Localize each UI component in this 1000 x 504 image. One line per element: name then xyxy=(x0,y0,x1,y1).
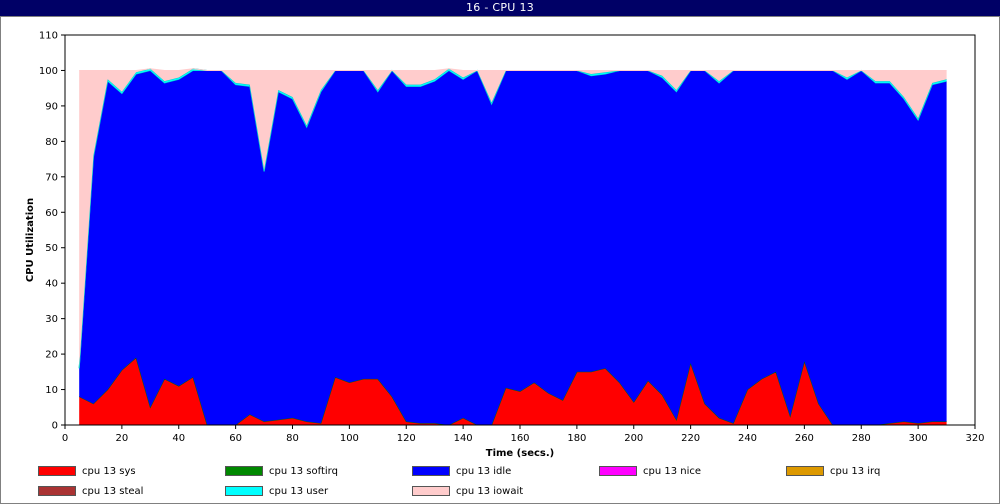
legend-label: cpu 13 user xyxy=(269,486,329,497)
legend-item: cpu 13 sys xyxy=(38,466,136,478)
y-tick-label: 70 xyxy=(45,172,58,183)
legend-label: cpu 13 steal xyxy=(82,486,144,497)
legend-label: cpu 13 iowait xyxy=(456,486,524,497)
legend-swatch xyxy=(38,466,76,476)
x-tick-label: 100 xyxy=(340,433,359,444)
x-tick-label: 160 xyxy=(510,433,529,444)
y-tick-label: 20 xyxy=(45,350,58,361)
legend-item: cpu 13 irq xyxy=(786,466,880,478)
x-tick-label: 120 xyxy=(397,433,416,444)
y-tick-label: 90 xyxy=(45,101,58,112)
x-tick-label: 280 xyxy=(852,433,871,444)
y-tick-label: 10 xyxy=(45,385,58,396)
x-axis-label: Time (secs.) xyxy=(486,448,555,459)
legend-item: cpu 13 softirq xyxy=(225,466,338,478)
legend-label: cpu 13 idle xyxy=(456,466,512,477)
y-tick-label: 100 xyxy=(39,66,58,77)
legend-swatch xyxy=(225,466,263,476)
legend-label: cpu 13 nice xyxy=(643,466,702,477)
x-tick-label: 0 xyxy=(62,433,68,444)
y-tick-label: 80 xyxy=(45,137,58,148)
legend-swatch xyxy=(412,466,450,476)
legend-label: cpu 13 irq xyxy=(830,466,881,477)
legend-swatch xyxy=(38,486,76,496)
plot-border xyxy=(64,34,976,426)
series-area-2 xyxy=(79,70,947,425)
y-tick-label: 40 xyxy=(45,279,58,290)
x-tick-label: 20 xyxy=(116,433,129,444)
legend-item: cpu 13 steal xyxy=(38,486,143,498)
axis-layer: 0 10 20 30 40 50 60 70 80 90 100 110 0 20 40 60 80 100 120… xyxy=(39,31,985,445)
legend-item: cpu 13 idle xyxy=(412,466,511,478)
window-title: 16 - CPU 13 xyxy=(0,0,1000,16)
series-layer xyxy=(78,68,947,426)
y-tick-label: 30 xyxy=(45,314,58,325)
series-area-0 xyxy=(79,357,947,425)
legend-swatch xyxy=(225,486,263,496)
y-axis-label: CPU Utilization xyxy=(25,198,36,282)
legend-item: cpu 13 nice xyxy=(599,466,701,478)
legend-item: cpu 13 iowait xyxy=(412,486,523,498)
x-tick-label: 40 xyxy=(172,433,185,444)
x-tick-label: 300 xyxy=(909,433,928,444)
x-tick-label: 200 xyxy=(624,433,643,444)
x-tick-label: 60 xyxy=(229,433,242,444)
y-tick-label: 50 xyxy=(45,243,58,254)
legend-swatch xyxy=(786,466,824,476)
series-line-7 xyxy=(79,68,947,71)
x-tick-label: 220 xyxy=(681,433,700,444)
x-tick-label: 320 xyxy=(965,433,984,444)
x-tick-label: 140 xyxy=(454,433,473,444)
y-tick-label: 110 xyxy=(39,31,58,42)
legend-item: cpu 13 user xyxy=(225,486,328,498)
legend-swatch xyxy=(599,466,637,476)
y-tick-label: 0 xyxy=(52,421,58,432)
x-tick-label: 80 xyxy=(286,433,299,444)
legend-label: cpu 13 softirq xyxy=(269,466,338,477)
legend-swatch xyxy=(412,486,450,496)
y-tick-label: 60 xyxy=(45,208,58,219)
legend-label: cpu 13 sys xyxy=(82,466,136,477)
x-tick-label: 180 xyxy=(567,433,586,444)
x-tick-label: 240 xyxy=(738,433,757,444)
x-tick-label: 260 xyxy=(795,433,814,444)
